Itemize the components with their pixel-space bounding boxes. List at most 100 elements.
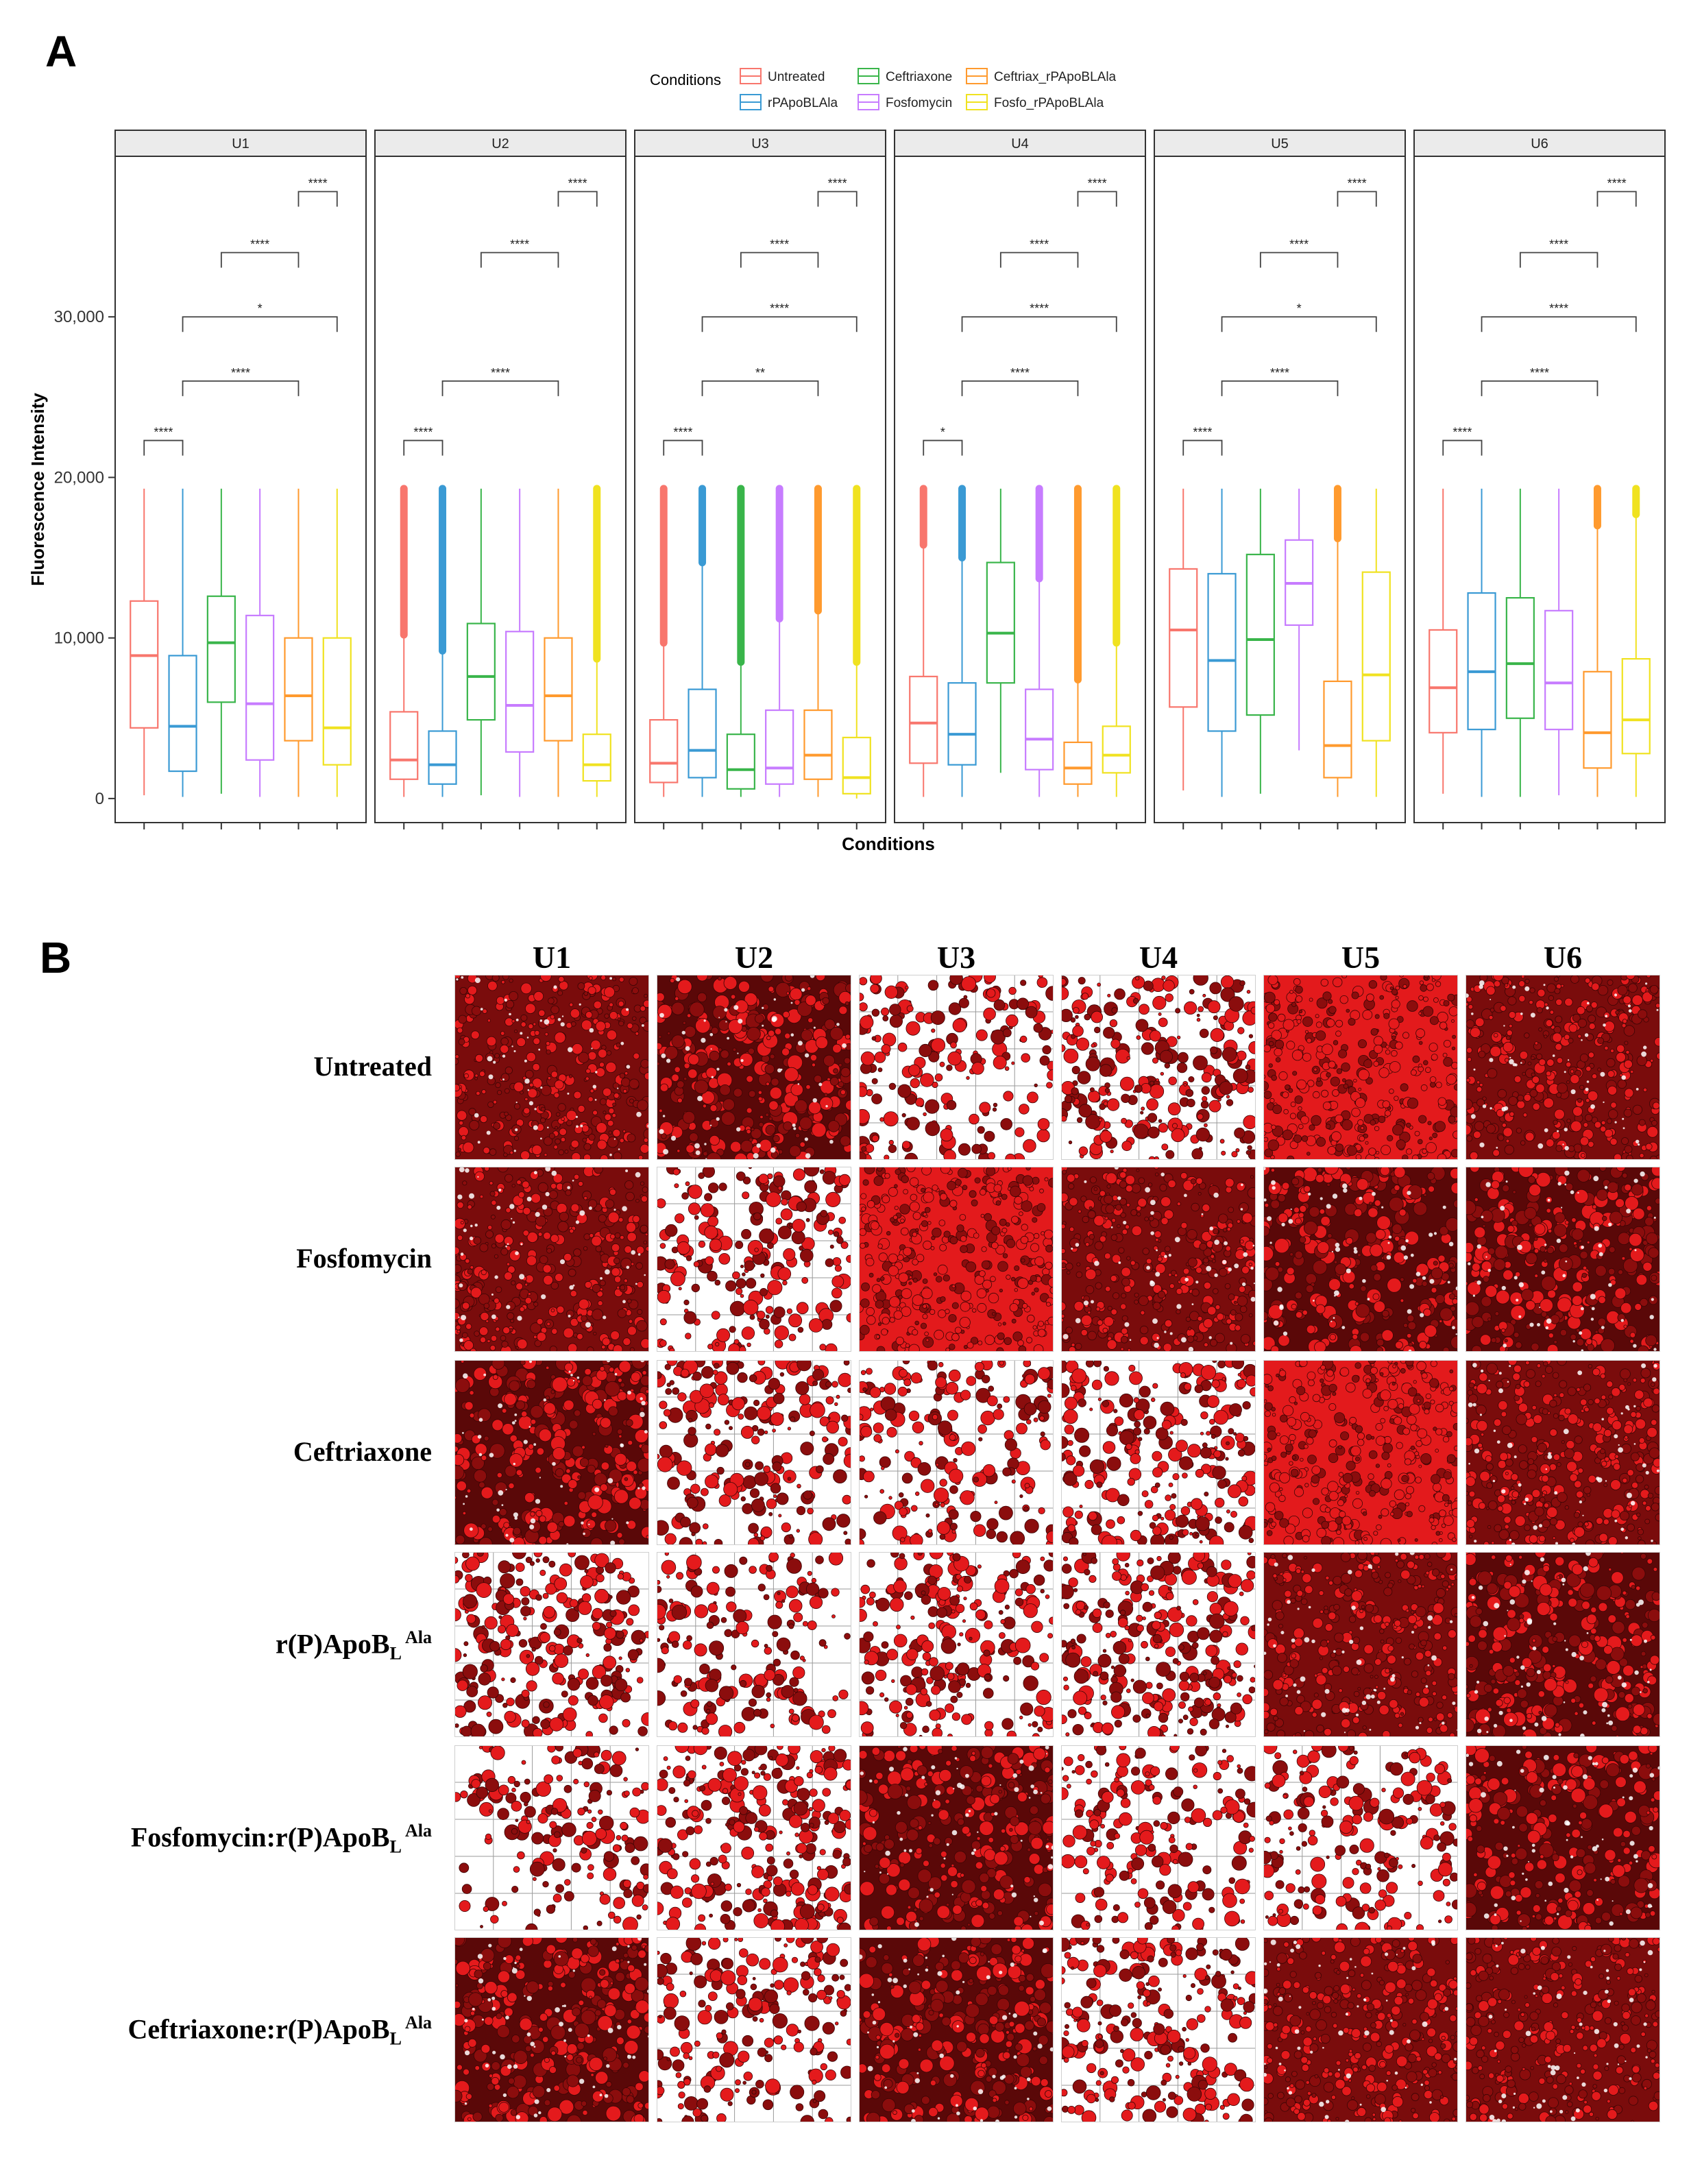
micrograph-image (454, 1937, 649, 2122)
micrograph-tile (657, 1937, 851, 2122)
micrograph-tile (1466, 1937, 1660, 2122)
box-body (544, 637, 573, 742)
micrograph-image (1466, 1360, 1660, 1545)
y-tick-label: 20,000 (54, 468, 104, 487)
facet-label: U5 (1271, 136, 1289, 151)
significance-label: **** (1530, 366, 1549, 380)
box-body (688, 688, 717, 779)
significance-label: * (940, 426, 945, 439)
micrograph-image (1263, 1360, 1458, 1545)
box-body (284, 637, 313, 742)
micrograph-tile (454, 1360, 649, 1545)
row-label-subscript: L (389, 1836, 402, 1857)
legend-entry-label: Ceftriax_rPApoBLAla (994, 70, 1117, 84)
box-body (1063, 741, 1093, 785)
significance-label: **** (1270, 366, 1289, 380)
micrograph-image (454, 1167, 649, 1352)
significance-label: **** (1289, 238, 1309, 252)
box-body (1361, 571, 1391, 742)
significance-bracket (1077, 191, 1117, 207)
significance-label: **** (1010, 366, 1030, 380)
micrograph-tile (1263, 1360, 1458, 1545)
significance-bracket (701, 316, 858, 332)
micrograph-image (859, 1937, 1054, 2122)
micrograph-tile (859, 1937, 1054, 2122)
micrograph-image (657, 1360, 851, 1545)
row-label: r(P)ApoBL Ala (27, 1627, 432, 1664)
micrograph-tile (657, 1360, 851, 1545)
y-tick-label: 30,000 (54, 308, 104, 326)
box-body (245, 614, 275, 761)
micrograph-image (657, 975, 851, 1160)
significance-bracket (441, 380, 559, 396)
micrograph-tile (859, 1552, 1054, 1737)
row-label-main: Fosfomycin:r(P)ApoB (130, 1821, 390, 1853)
micrograph-tile (1061, 1745, 1256, 1930)
column-header-u4: U4 (1139, 940, 1178, 975)
micrograph-tile (1466, 975, 1660, 1160)
micrograph-tile (454, 1552, 649, 1737)
facet-panel (634, 156, 886, 823)
box-body (1245, 553, 1275, 716)
y-axis-title: Fluorescence Intensity (27, 393, 48, 586)
box-body (466, 622, 496, 721)
micrograph-image (1466, 975, 1660, 1160)
significance-bracket (1221, 316, 1377, 332)
micrograph-image (1263, 975, 1458, 1160)
panel-b-letter: B (40, 933, 72, 982)
significance-bracket (1442, 439, 1483, 456)
row-label: Ceftriaxone:r(P)ApoBL Ala (27, 2013, 432, 2049)
significance-label: **** (1452, 426, 1472, 439)
micrograph-tile (859, 975, 1054, 1160)
significance-label: * (258, 302, 263, 315)
micrograph-tile (1466, 1360, 1660, 1545)
significance-label: **** (491, 366, 510, 380)
significance-label: **** (231, 366, 250, 380)
significance-label: **** (568, 177, 587, 191)
micrograph-image (657, 1167, 851, 1352)
box-body (1467, 592, 1496, 731)
micrograph-image (1466, 1167, 1660, 1352)
box-plot-chart: Fluorescence Intensity 0 10,000 20,000 30,00… (27, 68, 1666, 854)
row-label-main: r(P)ApoB (275, 1628, 390, 1660)
micrograph-image (859, 1552, 1054, 1737)
facet-label: U2 (491, 136, 509, 151)
significance-bracket (403, 439, 443, 456)
micrograph-image (859, 975, 1054, 1160)
micrograph-tile (1263, 1167, 1458, 1352)
micrograph-tile (1466, 1167, 1660, 1352)
legend-entry-label: rPApoBLAla (768, 96, 838, 110)
row-label-superscript: Ala (401, 1627, 432, 1647)
micrograph-image (657, 1937, 851, 2122)
micrograph-image (1061, 1552, 1256, 1737)
significance-label: **** (413, 426, 433, 439)
micrograph-tile (454, 975, 649, 1160)
row-label-main: Ceftriaxone:r(P)ApoB (127, 2013, 390, 2045)
significance-label: **** (1030, 302, 1049, 315)
row-label-main: Fosfomycin (296, 1243, 432, 1274)
facet-strip (114, 130, 367, 157)
box-body (986, 561, 1015, 684)
significance-label: **** (1607, 177, 1627, 191)
significance-bracket (999, 252, 1079, 268)
panel-a: A Fluorescence Intensity 0 10,000 20,000 30,… (0, 0, 1702, 877)
significance-label: **** (510, 238, 529, 252)
row-label-subscript: L (389, 2028, 402, 2049)
significance-bracket (182, 316, 338, 332)
box-body (947, 682, 977, 766)
significance-bracket (182, 380, 300, 396)
micrograph-image (1061, 1167, 1256, 1352)
micrograph-image (1263, 1937, 1458, 2122)
significance-bracket (143, 439, 184, 456)
significance-label: **** (1193, 426, 1212, 439)
micrograph-tile (454, 1167, 649, 1352)
box-body (1102, 725, 1131, 774)
legend-entry-label: Ceftriaxone (886, 70, 952, 84)
row-label: Ceftriaxone (27, 1435, 432, 1468)
box-body (765, 709, 794, 785)
box-body (803, 709, 833, 780)
significance-bracket (1596, 191, 1637, 207)
micrograph-tile (1061, 1360, 1256, 1545)
column-header-u6: U6 (1543, 940, 1583, 975)
significance-label: ** (755, 366, 765, 380)
